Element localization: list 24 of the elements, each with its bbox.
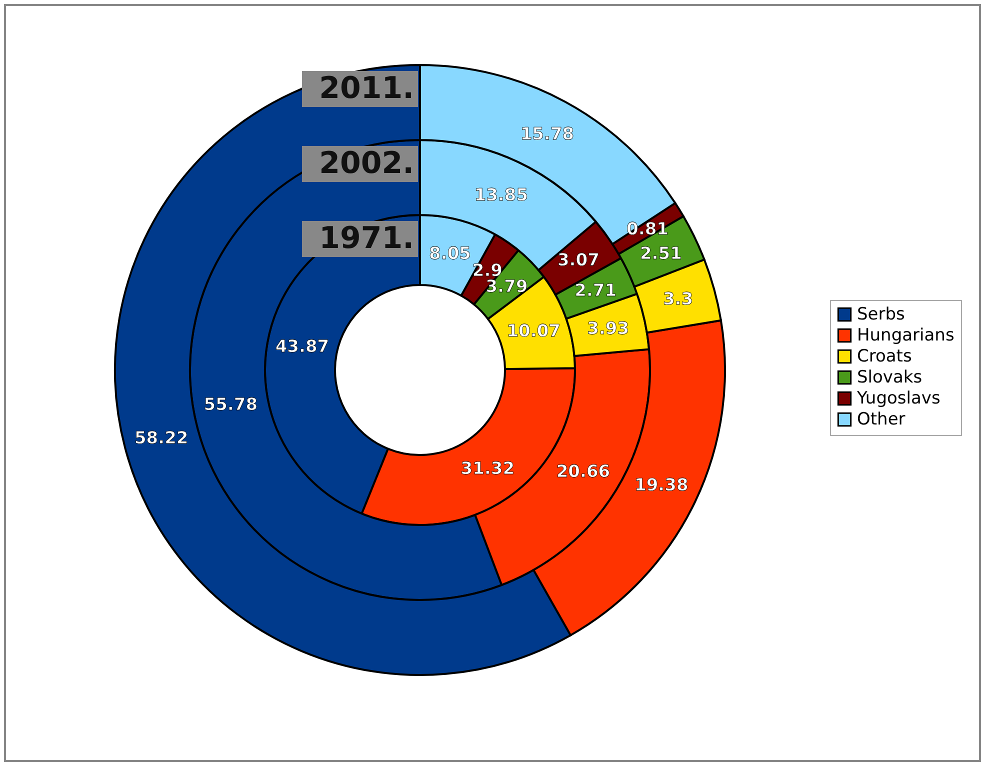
data-label: 13.85	[474, 185, 528, 206]
data-label: 15.78	[520, 124, 574, 145]
data-label: 43.87	[275, 337, 330, 358]
slice-label: 2002.	[319, 146, 414, 181]
data-label: 55.78	[204, 394, 258, 415]
data-label: 8.05	[429, 244, 471, 264]
data-label: 20.66	[556, 462, 610, 482]
data-label: 10.07	[506, 321, 560, 342]
data-label: 19.38	[634, 475, 688, 496]
legend-label: Hungarians	[857, 326, 954, 346]
legend-label: Serbs	[857, 304, 906, 324]
legend-label: Croats	[857, 346, 912, 366]
data-label: 2.51	[640, 244, 682, 264]
data-label: 31.32	[460, 459, 515, 480]
legend-label: Yugoslavs	[856, 388, 940, 408]
slice-label: 1971.	[319, 221, 414, 256]
legend-label: Other	[857, 410, 906, 430]
data-label: 3.93	[587, 319, 630, 340]
data-label: 58.22	[134, 428, 188, 448]
data-label: 3.07	[557, 250, 600, 271]
data-label: 3.3	[662, 289, 694, 310]
data-label: 2.71	[574, 281, 617, 302]
legend-label: Slovaks	[857, 368, 922, 388]
slice-label: 2011.	[319, 71, 414, 106]
